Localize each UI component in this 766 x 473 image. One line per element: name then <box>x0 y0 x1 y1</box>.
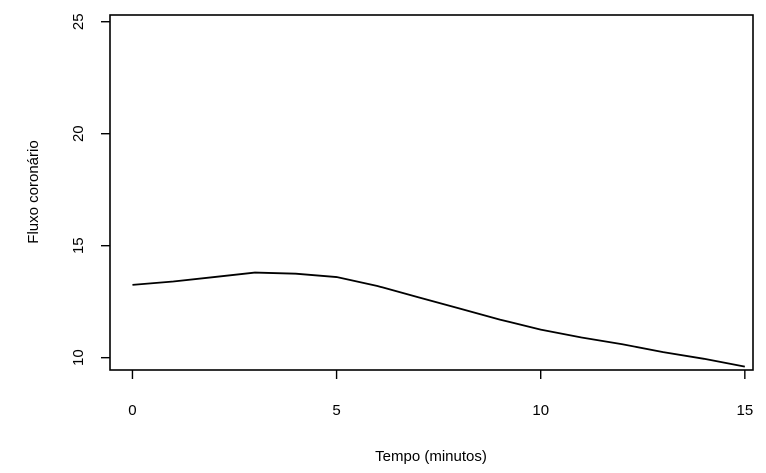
x-tick-label-15: 15 <box>736 402 753 419</box>
y-tick-label-25: 25 <box>70 13 87 30</box>
x-tick-label-10: 10 <box>532 402 549 419</box>
y-tick-label-10: 10 <box>70 349 87 366</box>
x-axis: 0 5 10 15 <box>128 370 753 419</box>
x-tick-label-0: 0 <box>128 402 136 419</box>
y-tick-label-20: 20 <box>70 125 87 142</box>
x-tick-label-5: 5 <box>332 402 340 419</box>
x-axis-title: Tempo (minutos) <box>375 448 487 465</box>
y-axis: 10 15 20 25 <box>70 13 110 366</box>
y-tick-label-15: 15 <box>70 237 87 254</box>
y-axis-title: Fluxo coronário <box>25 140 42 243</box>
plot-frame <box>109 14 754 371</box>
series-line <box>132 271 745 368</box>
